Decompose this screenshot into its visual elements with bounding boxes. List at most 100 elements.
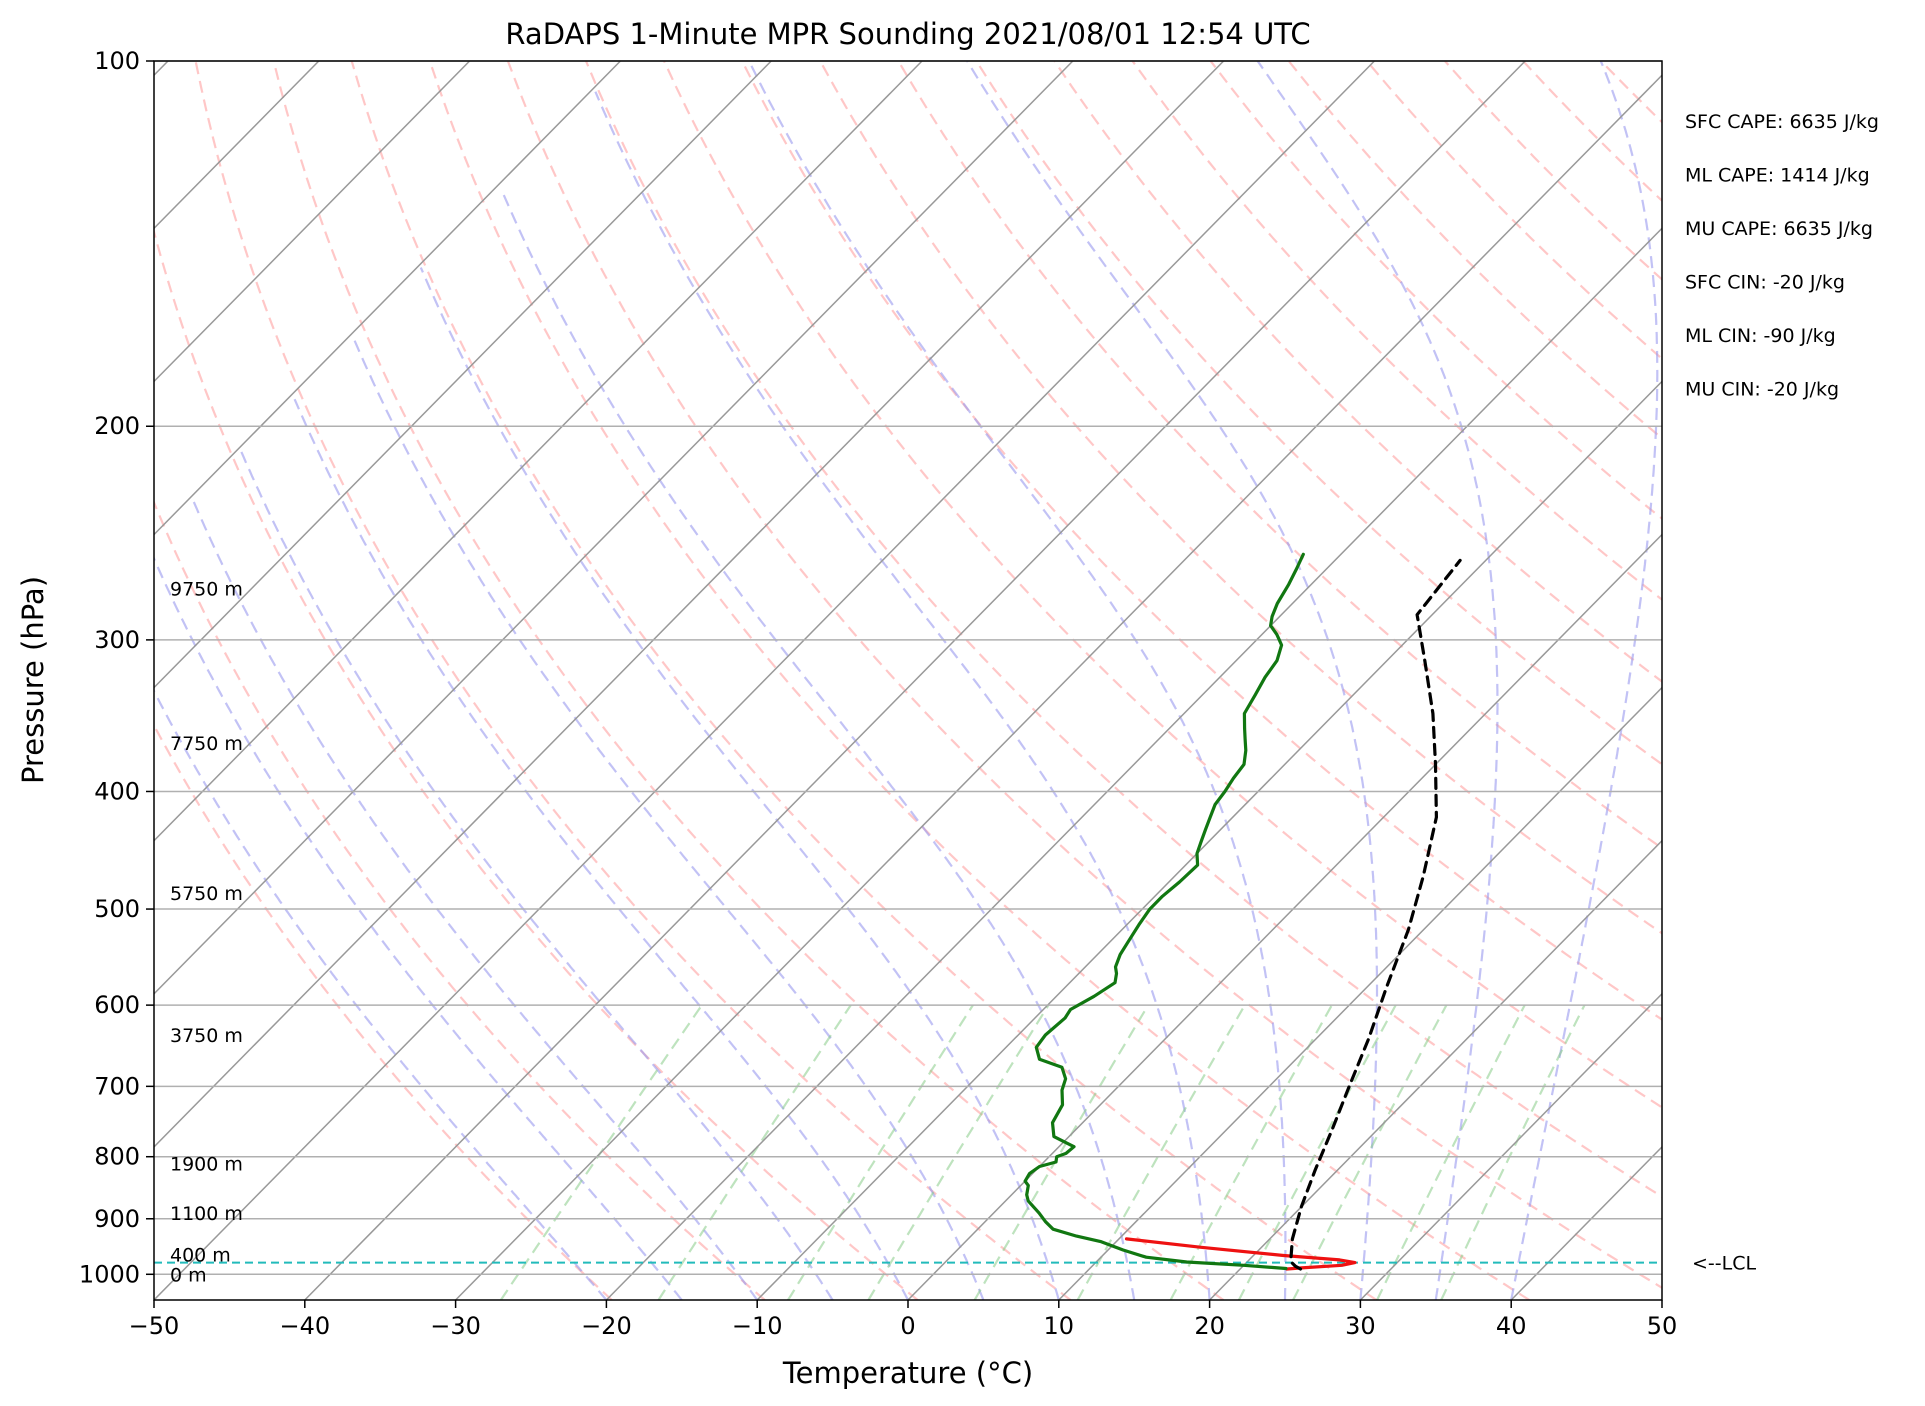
- moist-adiabat: [293, 398, 909, 1300]
- dry-adiabat: [584, 61, 1662, 1199]
- dry-adiabat: [1522, 61, 1662, 203]
- mixing-ratio-line: [1169, 1004, 1333, 1300]
- dry-adiabat: [1209, 61, 1662, 521]
- dry-adiabat: [154, 227, 919, 1300]
- dry-adiabat: [272, 61, 1225, 1300]
- y-tick-label: 1000: [79, 1260, 140, 1288]
- moist-adiabat: [594, 91, 1211, 1300]
- x-axis-ticks: −50 −40 −30 −20 −10 0 10 20 30 40 50: [129, 1300, 1678, 1340]
- stat-annotation: ML CIN: -90 J/kg: [1685, 325, 1836, 347]
- mixing-ratio-line: [1237, 1004, 1397, 1300]
- plot-frame: [153, 60, 1663, 1301]
- temperature-profile: [1124, 1237, 1357, 1271]
- x-tick-label: −30: [430, 1312, 481, 1340]
- moist-adiabat: [350, 333, 985, 1300]
- x-tick-label: −10: [732, 1312, 783, 1340]
- height-label: 3750 m: [170, 1025, 243, 1047]
- x-tick-label: −20: [581, 1312, 632, 1340]
- height-label: 400 m: [170, 1244, 231, 1266]
- mixing-ratio-line: [973, 1004, 1150, 1300]
- isotherm: [1813, 61, 1925, 1300]
- series-group: [1023, 552, 1462, 1271]
- isotherm: [455, 74, 1662, 1300]
- dry-adiabat: [154, 499, 766, 1300]
- isotherm: [154, 61, 1375, 1300]
- mixing-ratio-line: [1376, 1004, 1526, 1300]
- x-tick-label: −50: [129, 1312, 180, 1340]
- x-tick-label: 20: [1194, 1312, 1225, 1340]
- x-tick-label: 10: [1044, 1312, 1075, 1340]
- dry-adiabat: [154, 723, 613, 1300]
- isotherm: [1510, 1145, 1662, 1300]
- moist-adiabat: [191, 499, 759, 1300]
- moist-adiabat: [1510, 61, 1659, 1300]
- isotherm: [154, 61, 621, 536]
- height-label: 9750 m: [170, 578, 243, 600]
- stat-annotation: MU CAPE: 6635 J/kg: [1685, 218, 1873, 240]
- dry-adiabat: [350, 61, 1378, 1300]
- dry-adiabat: [1365, 61, 1662, 361]
- height-label: 7750 m: [170, 733, 243, 755]
- isotherm: [154, 61, 471, 383]
- dry-adiabat: [1444, 61, 1662, 281]
- chart-title: RaDAPS 1-Minute MPR Sounding 2021/08/01 …: [505, 17, 1310, 51]
- isotherm: [1058, 686, 1662, 1300]
- moist-adiabat: [966, 61, 1379, 1300]
- dry-adiabat: [1757, 61, 1925, 1300]
- background-lines: [154, 61, 1925, 1300]
- mixing-ratio-line: [867, 1004, 1050, 1300]
- stat-annotation: MU CIN: -20 J/kg: [1685, 379, 1839, 401]
- dry-adiabat: [1679, 61, 1925, 1300]
- y-tick-label: 400: [94, 777, 140, 805]
- moist-adiabat: [748, 61, 1287, 1300]
- isotherm: [1359, 992, 1662, 1300]
- isotherm: [304, 61, 1526, 1300]
- dry-adiabat: [1053, 61, 1662, 683]
- height-label: 1900 m: [170, 1153, 243, 1175]
- moist-adiabat: [501, 190, 1136, 1300]
- height-label: 0 m: [170, 1264, 207, 1286]
- y-tick-label: 800: [94, 1143, 140, 1171]
- isotherm: [154, 61, 1074, 995]
- dry-adiabat: [1913, 61, 1925, 1300]
- stat-annotation: SFC CIN: -20 J/kg: [1685, 272, 1845, 294]
- x-axis-label: Temperature (°C): [782, 1356, 1033, 1390]
- pressure-gridlines: [154, 60, 1662, 1276]
- x-tick-label: 40: [1496, 1312, 1527, 1340]
- mixing-ratio-line: [1292, 1004, 1448, 1300]
- isotherm: [154, 61, 923, 842]
- mixing-ratio-line: [1076, 1004, 1246, 1300]
- isotherm: [756, 380, 1662, 1300]
- mixing-ratio-line: [787, 1004, 974, 1300]
- moist-adiabat: [154, 555, 683, 1300]
- stat-annotation: ML CAPE: 1414 J/kg: [1685, 165, 1870, 187]
- dry-adiabat: [975, 61, 1662, 766]
- y-axis-ticks: 100 200 300 400 500 600 700 800 900 1000: [79, 47, 154, 1288]
- isotherm: [154, 61, 1225, 1148]
- dry-adiabat: [506, 61, 1662, 1290]
- moist-adiabat: [154, 688, 608, 1300]
- height-label: 1100 m: [170, 1203, 243, 1225]
- isotherm: [605, 227, 1662, 1300]
- dry-adiabat: [1287, 61, 1662, 440]
- height-label: 5750 m: [170, 883, 243, 905]
- isotherm: [154, 61, 772, 689]
- y-axis-label: Pressure (hPa): [16, 576, 50, 784]
- moist-adiabat: [240, 451, 834, 1300]
- x-tick-label: 0: [900, 1312, 915, 1340]
- x-tick-label: −40: [279, 1312, 330, 1340]
- lcl-label: <--LCL: [1692, 1253, 1756, 1275]
- y-tick-label: 200: [94, 412, 140, 440]
- y-tick-label: 600: [94, 991, 140, 1019]
- dry-adiabat: [741, 61, 1662, 1021]
- isotherm: [1209, 839, 1662, 1300]
- x-tick-label: 50: [1647, 1312, 1678, 1340]
- y-tick-label: 500: [94, 895, 140, 923]
- dry-adiabat: [663, 61, 1662, 1109]
- dry-adiabat: [1835, 61, 1925, 1300]
- dry-adiabat: [428, 61, 1530, 1300]
- dry-adiabat: [194, 61, 1072, 1300]
- isotherm: [907, 533, 1662, 1300]
